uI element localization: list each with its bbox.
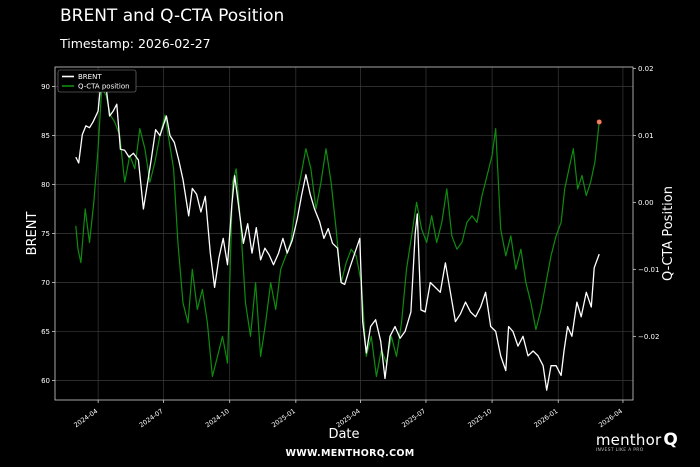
y-left-tick-label: 80 [41,181,50,189]
gridlines [55,67,633,400]
chart-timestamp: Timestamp: 2026-02-27 [60,36,211,51]
y-axis-right-label: Q-CTA Position [661,186,676,281]
x-tick-label: 2025-10 [466,407,493,429]
x-tick-label: 2026-01 [533,407,560,429]
brent-price-line [75,74,600,391]
x-tick-label: 2024-10 [204,407,231,429]
x-tick-label: 2025-07 [400,407,427,429]
y-left-tick-label: 75 [41,230,50,238]
y-right-tick-label: 0.00 [638,199,654,207]
x-axis-label: Date [328,427,359,442]
y-right-tick-label: 0.01 [638,132,654,140]
legend-label-brent: BRENT [78,73,102,81]
y-left-tick-label: 60 [41,377,50,385]
chart-title: BRENT and Q-CTA Position [60,6,285,26]
cta-series [75,87,600,378]
legend: BRENT Q-CTA position [57,69,137,93]
brand-name-text: menthor [595,431,662,449]
legend-box [57,69,137,93]
x-tick-label: 2026-04 [597,407,624,429]
y-right-tick-label: −0.02 [638,333,659,341]
brand-q-mark: Q [663,430,678,450]
y-right-tick-label: −0.01 [638,266,659,274]
y-right-tick-label: 0.02 [638,65,654,73]
axis-ticks: 2024-04 2024-07 2024-10 2025-01 2025-04 2025-… [41,65,659,429]
brent-series [75,74,600,391]
y-left-tick-label: 85 [41,132,50,140]
y-left-tick-label: 65 [41,328,50,336]
last-cta-marker-dot [596,119,602,125]
brand-tagline: INVEST LIKE A PRO [595,448,644,453]
x-tick-label: 2025-04 [335,407,362,429]
website-url[interactable]: WWW.MENTHORQ.COM [285,448,415,459]
x-tick-label: 2024-04 [72,407,99,429]
x-tick-label: 2024-07 [138,407,165,429]
cta-position-line [75,87,600,378]
y-left-tick-label: 90 [41,83,50,91]
x-tick-label: 2025-01 [270,407,297,429]
legend-label-cta: Q-CTA position [78,83,130,91]
brand-wordmark: menthor Q [596,430,678,450]
y-axis-left-label: BRENT [25,212,40,256]
menthorq-logo: menthor Q INVEST LIKE A PRO [596,430,678,453]
y-left-tick-label: 70 [41,279,50,287]
last-value-marker [596,119,602,125]
